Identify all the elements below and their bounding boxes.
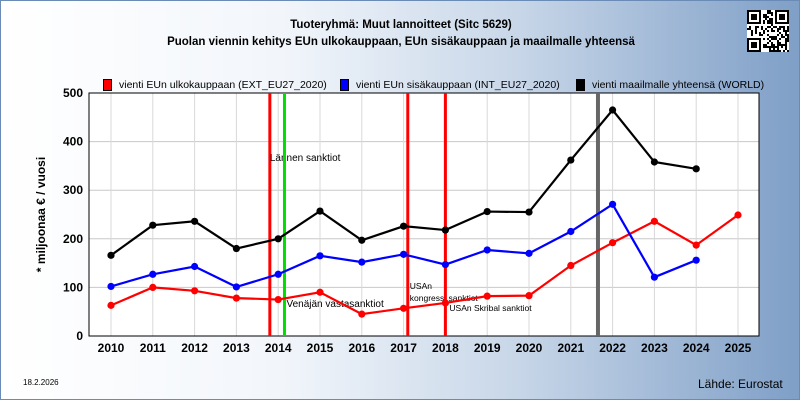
x-tick-label: 2021	[557, 341, 584, 355]
chart-legend: vienti EUn ulkokauppaan (EXT_EU27_2020) v…	[1, 79, 799, 93]
y-tick-label: 400	[63, 135, 83, 149]
event-marker-label: USAn Skribal sanktiot	[449, 303, 532, 313]
legend-swatch	[340, 79, 349, 91]
data-point	[525, 249, 533, 257]
data-point	[609, 200, 617, 208]
data-point	[149, 270, 157, 278]
y-tick-label: 0	[76, 329, 83, 343]
legend-label: vienti EUn sisäkauppaan (INT_EU27_2020)	[356, 79, 560, 91]
data-point	[232, 294, 240, 302]
data-point	[274, 235, 282, 243]
event-marker-label: USAn	[410, 281, 432, 291]
data-point	[107, 301, 115, 309]
x-tick-label: 2019	[474, 341, 501, 355]
data-point	[358, 236, 366, 244]
data-point	[149, 221, 157, 229]
data-point	[609, 239, 617, 247]
data-point	[441, 260, 449, 269]
data-point	[441, 299, 449, 307]
series-line	[110, 214, 739, 316]
y-axis-label: * miljoonaa € / vuosi	[34, 157, 48, 272]
x-tick-label: 2023	[641, 341, 668, 355]
source-label: Lähde: Eurostat	[698, 377, 783, 391]
x-tick-label: 2024	[683, 341, 710, 355]
data-point	[525, 292, 533, 300]
legend-item: vienti maailmalle yhteensä (WORLD)	[576, 79, 764, 91]
data-point	[400, 222, 408, 230]
x-tick-label: 2025	[725, 341, 752, 355]
data-point	[567, 156, 575, 164]
y-tick-label: 200	[63, 232, 83, 246]
chart-subtitle: Puolan viennin kehitys EUn ulkokauppaan,…	[167, 36, 635, 48]
legend-item: vienti EUn ulkokauppaan (EXT_EU27_2020)	[103, 79, 327, 91]
data-point	[567, 261, 575, 270]
x-tick-label: 2014	[265, 341, 292, 355]
x-tick-label: 2015	[307, 341, 334, 355]
x-tick-label: 2016	[348, 341, 375, 355]
data-point	[400, 304, 408, 312]
qr-code-icon[interactable]	[747, 10, 789, 52]
x-tick-label: 2013	[223, 341, 250, 355]
date-label: 18.2.2026	[23, 378, 59, 387]
chart-title: Tuoteryhmä: Muut lannoitteet (Sitc 5629)	[290, 19, 512, 31]
data-point	[191, 217, 199, 225]
data-point	[483, 246, 491, 254]
data-point	[107, 282, 115, 291]
data-point	[441, 226, 449, 234]
data-point	[274, 295, 282, 304]
data-point	[483, 292, 491, 300]
data-point	[316, 252, 324, 260]
y-tick-label: 100	[63, 280, 83, 294]
y-tick-label: 300	[63, 183, 83, 197]
data-point	[191, 262, 199, 271]
data-point	[609, 106, 617, 114]
data-point	[316, 207, 324, 215]
plot-area	[89, 93, 759, 336]
data-point	[358, 258, 366, 266]
legend-label: vienti EUn ulkokauppaan (EXT_EU27_2020)	[119, 79, 327, 91]
x-tick-label: 2010	[98, 341, 125, 355]
data-point	[734, 211, 742, 219]
plot-border	[88, 92, 760, 337]
data-point	[316, 288, 324, 296]
data-point	[191, 287, 199, 295]
x-tick-label: 2017	[390, 341, 417, 355]
data-point	[483, 207, 491, 216]
legend-item: vienti EUn sisäkauppaan (INT_EU27_2020)	[340, 79, 560, 91]
data-point	[567, 227, 575, 236]
event-marker-label: Lännen sanktiot	[270, 153, 341, 164]
data-point	[650, 217, 659, 225]
data-point	[358, 310, 366, 318]
event-marker-label: Venäjän vastasanktiot	[286, 299, 384, 310]
x-tick-label: 2022	[599, 341, 626, 355]
legend-swatch	[576, 79, 585, 91]
x-tick-label: 2011	[140, 341, 166, 355]
data-point	[400, 250, 408, 258]
data-point	[650, 158, 659, 166]
x-tick-label: 2012	[181, 341, 208, 355]
data-point	[525, 208, 533, 216]
data-point	[692, 241, 700, 249]
legend-label: vienti maailmalle yhteensä (WORLD)	[592, 79, 765, 91]
data-point	[232, 283, 240, 291]
data-point	[149, 283, 157, 291]
data-point	[650, 273, 659, 281]
legend-swatch	[103, 79, 112, 91]
data-point	[692, 165, 700, 173]
x-tick-label: 2020	[516, 341, 543, 355]
data-point	[692, 256, 700, 264]
data-point	[274, 270, 282, 278]
y-tick-label: 500	[63, 86, 83, 100]
data-point	[107, 251, 115, 259]
data-point	[232, 244, 240, 253]
x-tick-label: 2018	[432, 341, 459, 355]
